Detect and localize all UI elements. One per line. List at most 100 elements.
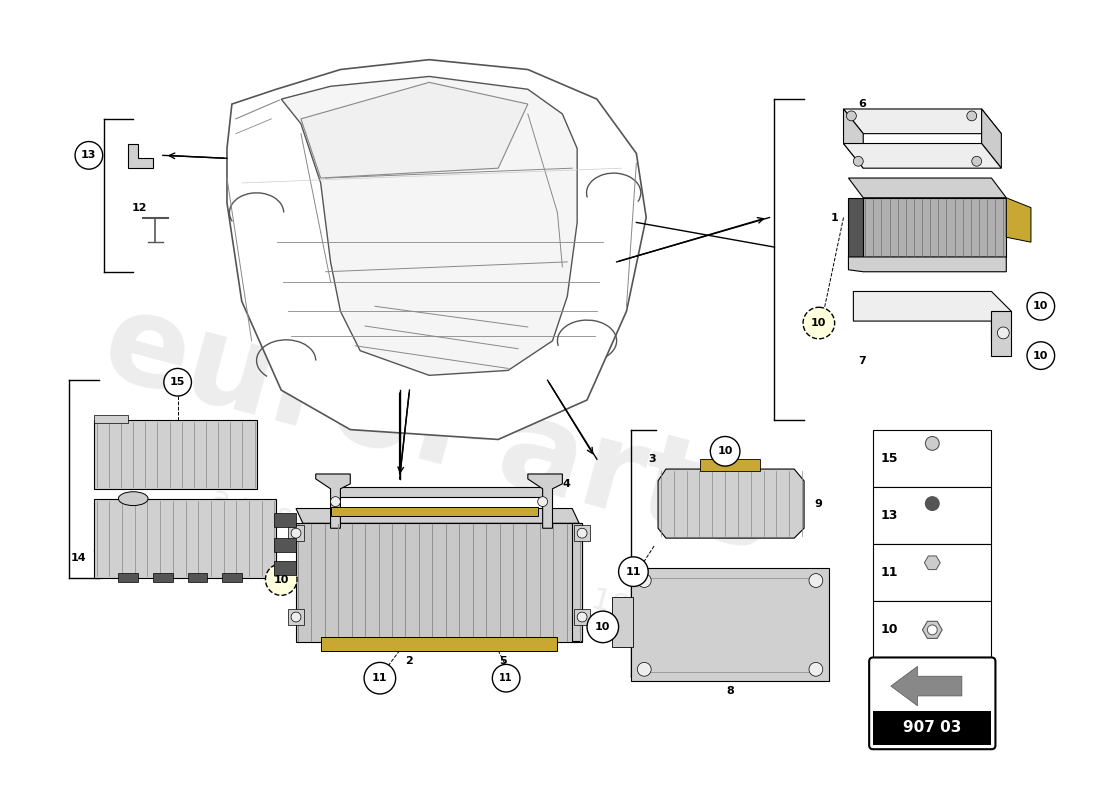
Text: 10: 10 [1033, 350, 1048, 361]
Polygon shape [844, 109, 864, 168]
Circle shape [578, 612, 587, 622]
Bar [574, 609, 590, 625]
Circle shape [292, 528, 301, 538]
Bar [873, 487, 991, 544]
Bar [288, 609, 304, 625]
Polygon shape [864, 198, 1006, 257]
Bar [119, 573, 139, 582]
Circle shape [971, 156, 981, 166]
Circle shape [925, 497, 939, 510]
Bar [274, 538, 296, 552]
Text: 10: 10 [595, 622, 610, 632]
Bar [187, 573, 207, 582]
Text: 10: 10 [811, 318, 826, 328]
Bar [153, 573, 173, 582]
Polygon shape [891, 666, 961, 706]
Circle shape [998, 327, 1009, 339]
Bar [873, 710, 991, 746]
Circle shape [637, 662, 651, 676]
Bar [574, 526, 590, 541]
Circle shape [75, 142, 102, 169]
Circle shape [967, 111, 977, 121]
Circle shape [803, 307, 835, 339]
Text: 1: 1 [830, 213, 838, 222]
Text: 10: 10 [274, 574, 289, 585]
Circle shape [808, 662, 823, 676]
Bar [631, 568, 828, 681]
Text: 7: 7 [858, 355, 866, 366]
Polygon shape [923, 622, 943, 638]
Text: 13: 13 [881, 509, 899, 522]
Circle shape [578, 528, 587, 538]
Circle shape [164, 369, 191, 396]
Text: 8: 8 [726, 686, 734, 696]
Circle shape [292, 612, 301, 622]
Text: 907 03: 907 03 [903, 720, 961, 735]
Bar [288, 526, 304, 541]
Text: 11: 11 [499, 673, 513, 683]
Circle shape [618, 557, 648, 586]
Text: 3: 3 [649, 454, 656, 464]
Circle shape [538, 497, 548, 506]
Circle shape [927, 625, 937, 634]
Polygon shape [854, 291, 1011, 356]
Polygon shape [924, 556, 940, 570]
Polygon shape [282, 77, 578, 375]
Text: a passion for parts, since 1971: a passion for parts, since 1971 [208, 483, 670, 633]
Bar [873, 430, 991, 487]
Text: euroParts: euroParts [90, 282, 788, 578]
Polygon shape [227, 60, 646, 439]
Polygon shape [848, 178, 1006, 198]
Circle shape [847, 111, 856, 121]
Polygon shape [848, 257, 1006, 272]
Polygon shape [528, 474, 562, 528]
Bar [274, 514, 296, 527]
Polygon shape [844, 109, 1001, 134]
Text: 9: 9 [814, 498, 822, 509]
Text: 4: 4 [562, 479, 570, 489]
Polygon shape [981, 109, 1001, 168]
Text: 15: 15 [170, 378, 185, 387]
Polygon shape [658, 469, 804, 538]
Bar [873, 544, 991, 602]
Circle shape [1027, 342, 1055, 370]
Text: 10: 10 [717, 446, 733, 456]
Bar [321, 637, 558, 650]
Text: 11: 11 [626, 566, 641, 577]
Text: 15: 15 [881, 452, 899, 465]
Polygon shape [991, 311, 1011, 356]
Bar [296, 523, 582, 642]
Bar [701, 459, 760, 471]
Bar [94, 498, 276, 578]
Bar [612, 598, 634, 646]
Circle shape [925, 437, 939, 450]
Polygon shape [844, 143, 1001, 168]
Bar [274, 561, 296, 574]
Circle shape [265, 564, 297, 595]
Text: 2: 2 [406, 657, 414, 666]
Bar [222, 573, 242, 582]
Circle shape [364, 662, 396, 694]
Circle shape [808, 574, 823, 587]
Bar [94, 420, 256, 489]
Text: 12: 12 [131, 202, 146, 213]
Circle shape [1027, 293, 1055, 320]
Polygon shape [129, 143, 153, 168]
Text: 13: 13 [81, 150, 97, 160]
Bar [94, 414, 129, 422]
Bar [330, 506, 538, 517]
Polygon shape [1006, 198, 1031, 242]
Circle shape [493, 664, 520, 692]
Polygon shape [301, 82, 528, 178]
Ellipse shape [119, 492, 148, 506]
FancyBboxPatch shape [869, 658, 996, 750]
Circle shape [330, 497, 340, 506]
Text: 10: 10 [881, 623, 899, 636]
Circle shape [854, 156, 864, 166]
Text: 11: 11 [881, 566, 899, 579]
Polygon shape [330, 487, 548, 497]
Text: 10: 10 [1033, 302, 1048, 311]
Bar [873, 602, 991, 658]
Polygon shape [296, 509, 579, 523]
Text: 11: 11 [372, 673, 387, 683]
